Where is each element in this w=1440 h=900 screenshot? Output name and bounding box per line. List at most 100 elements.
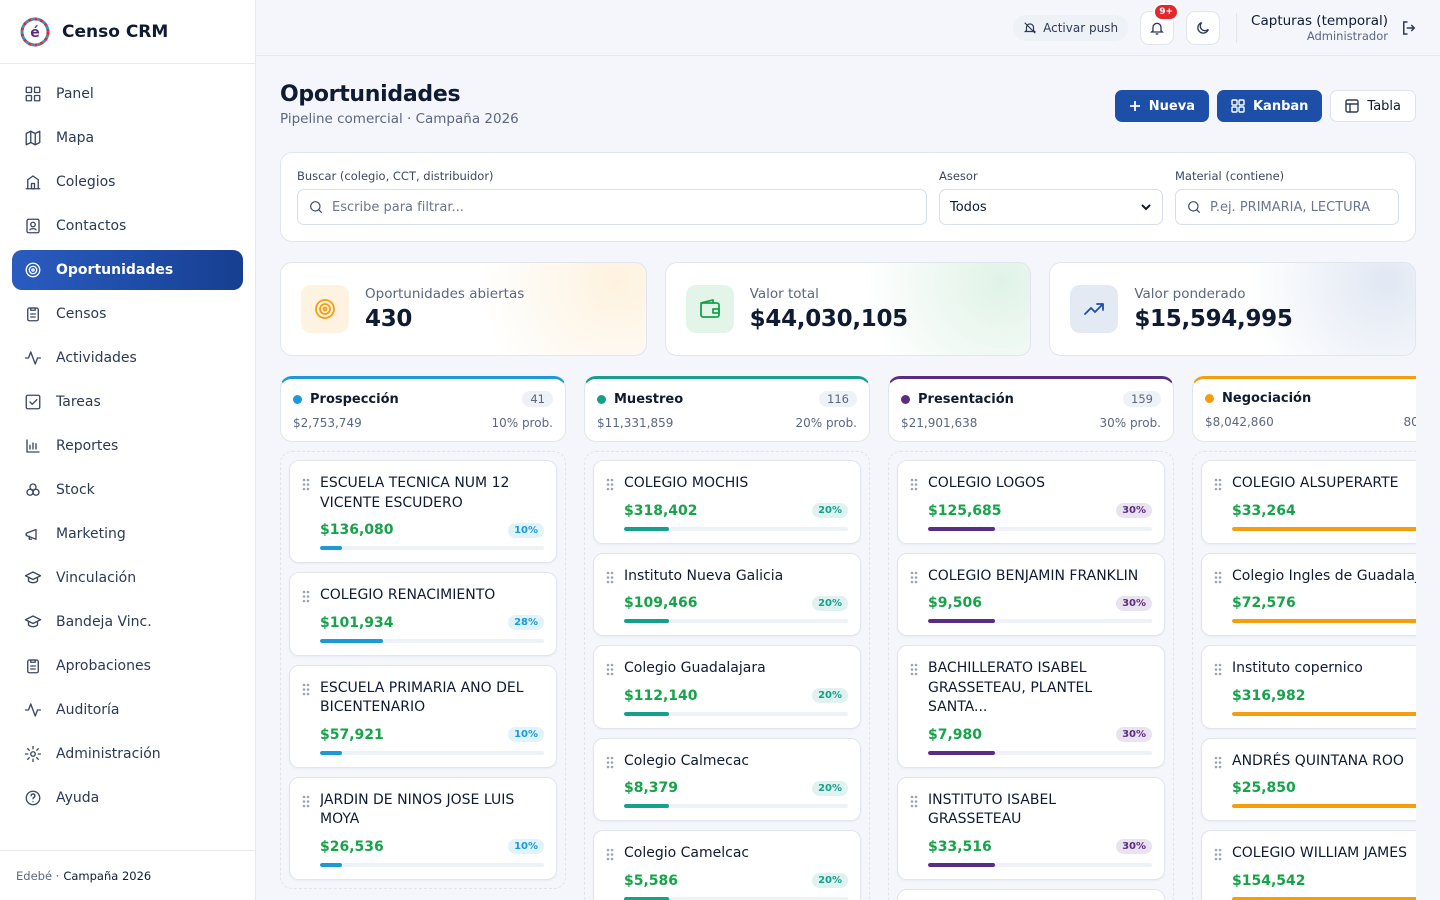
column-title: Prospección: [310, 391, 399, 407]
progress: [1232, 711, 1416, 716]
nav-label: Stock: [56, 482, 95, 498]
column-prob: 10% prob.: [491, 416, 553, 430]
logout[interactable]: [1400, 19, 1418, 37]
icon: [27, 307, 39, 322]
column-total: $2,753,749: [293, 416, 362, 430]
drag-handle[interactable]: [302, 590, 310, 603]
card-body: INSTITUTO ISABEL GRASSETEAU $33,516 30%: [928, 791, 1152, 867]
card-name: COLEGIO LOGOS: [928, 475, 1045, 491]
icon: [24, 571, 42, 584]
progress-fill: [320, 638, 383, 643]
card-prob: 10%: [508, 727, 544, 742]
drag-handle[interactable]: [910, 571, 918, 584]
drag-handle[interactable]: [606, 478, 614, 491]
icon: [26, 483, 40, 496]
nav-item[interactable]: Panel: [12, 74, 243, 114]
nav-item[interactable]: Marketing: [12, 514, 243, 554]
nav-item[interactable]: Contactos: [12, 206, 243, 246]
page-subtitle: Pipeline comercial · Campaña 2026: [280, 111, 519, 127]
card-name: COLEGIO ALSUPERARTE: [1232, 475, 1399, 491]
opportunity-card[interactable]: GAMA: [897, 888, 1165, 900]
drag-handle[interactable]: [606, 663, 614, 676]
drag-handle[interactable]: [1214, 756, 1222, 769]
opportunity-card[interactable]: ESCUELA PRIMARIA ANO DEL BICENTENARIO $57…: [289, 664, 557, 768]
opportunity-card[interactable]: ANDRÉS QUINTANA ROO $25,850: [1201, 737, 1416, 821]
opportunity-card[interactable]: COLEGIO LOGOS $125,685 30%: [897, 460, 1165, 544]
drag-handle[interactable]: [1214, 848, 1222, 861]
filter-input[interactable]: Escribe para filtrar...: [297, 189, 927, 225]
opportunity-card[interactable]: Colegio Ingles de Guadalajara $72,576: [1201, 552, 1416, 636]
stat-card: Oportunidades abiertas 430: [280, 262, 647, 356]
table-button[interactable]: Tabla: [1330, 90, 1416, 122]
card-row: $9,506 30%: [928, 595, 1152, 611]
nav-item[interactable]: Tareas: [12, 382, 243, 422]
opportunity-card[interactable]: Instituto copernico $316,982: [1201, 645, 1416, 729]
drag-handle[interactable]: [606, 756, 614, 769]
icon: [25, 394, 41, 410]
nav-item[interactable]: Censos: [12, 294, 243, 334]
opportunity-card[interactable]: INSTITUTO ISABEL GRASSETEAU $33,516 30%: [897, 776, 1165, 880]
card-body: BACHILLERATO ISABEL GRASSETEAU, PLANTEL …: [928, 659, 1152, 755]
progress-fill: [1232, 619, 1416, 623]
drag-handle[interactable]: [910, 478, 918, 491]
drag-handle[interactable]: [302, 683, 310, 696]
nav-item[interactable]: Reportes: [12, 426, 243, 466]
theme-toggle[interactable]: [1186, 10, 1221, 45]
filter-input[interactable]: P.ej. PRIMARIA, LECTURA: [1175, 189, 1399, 225]
opportunity-card[interactable]: COLEGIO BENJAMIN FRANKLIN $9,506 30%: [897, 552, 1165, 636]
opportunity-card[interactable]: JARDIN DE NINOS JOSE LUIS MOYA $26,536 10%: [289, 776, 557, 880]
nav-item[interactable]: Aprobaciones: [12, 646, 243, 686]
nav-item[interactable]: Vinculación: [12, 558, 243, 598]
progress-fill: [320, 750, 343, 755]
nav-item[interactable]: Actividades: [12, 338, 243, 378]
opportunity-card[interactable]: Instituto Nueva Galicia $109,466 20%: [593, 552, 861, 636]
drag-handle[interactable]: [302, 478, 310, 491]
nav-item[interactable]: Colegios: [12, 162, 243, 202]
column-title: Negociación: [1222, 391, 1312, 406]
drag-handle[interactable]: [1214, 663, 1222, 676]
filter-label: Asesor: [939, 169, 978, 183]
drag-handle[interactable]: [910, 663, 918, 676]
stats: Oportunidades abiertas 430 Valor total $44,…: [280, 262, 1417, 356]
nav-item[interactable]: Bandeja Vinc.: [12, 602, 243, 642]
filters: Buscar (colegio, CCT, distribuidor) Escri…: [280, 152, 1416, 242]
filter-input[interactable]: Todos: [939, 189, 1163, 225]
drag-handle[interactable]: [910, 795, 918, 808]
nav-label: Administración: [56, 746, 161, 762]
card-prob: 30%: [1116, 839, 1152, 854]
opportunity-card[interactable]: COLEGIO MOCHIS $318,402 20%: [593, 460, 861, 544]
opportunity-card[interactable]: Colegio Guadalajara $112,140 20%: [593, 645, 861, 729]
new-button[interactable]: Nueva: [1114, 90, 1209, 122]
nav-item[interactable]: Administración: [12, 734, 243, 774]
opportunity-card[interactable]: COLEGIO WILLIAM JAMES $154,542: [1201, 830, 1416, 900]
nav-item[interactable]: Stock: [12, 470, 243, 510]
drag-handle[interactable]: [606, 848, 614, 861]
nav-label: Marketing: [56, 526, 126, 542]
nav-item[interactable]: Mapa: [12, 118, 243, 158]
push-button[interactable]: Activar push: [1013, 14, 1129, 41]
progress-fill: [624, 526, 669, 531]
nav-item[interactable]: Oportunidades: [12, 250, 243, 290]
notifications[interactable]: 9+: [1140, 2, 1180, 45]
nav-item[interactable]: Ayuda: [12, 778, 243, 818]
card-list: COLEGIO ALSUPERARTE $33,264 Colegio Ingles…: [1192, 451, 1416, 900]
progress-fill: [928, 750, 996, 755]
drag-handle[interactable]: [302, 795, 310, 808]
progress-fill: [928, 862, 996, 867]
brand[interactable]: é Censo CRM: [0, 0, 255, 64]
opportunity-card[interactable]: BACHILLERATO ISABEL GRASSETEAU, PLANTEL …: [897, 645, 1165, 768]
drag-handle[interactable]: [606, 571, 614, 584]
stat-text: Oportunidades abiertas 430: [365, 286, 524, 332]
progress-fill: [928, 619, 996, 623]
kanban-button[interactable]: Kanban: [1216, 90, 1323, 122]
column-total: $11,331,859: [597, 416, 674, 430]
opportunity-card[interactable]: Colegio Calmecac $8,379 20%: [593, 737, 861, 821]
drag-handle[interactable]: [1214, 571, 1222, 584]
opportunity-card[interactable]: COLEGIO RENACIMIENTO $101,934 28%: [289, 572, 557, 656]
opportunity-card[interactable]: Colegio Camelcac $5,586 20%: [593, 830, 861, 900]
opportunity-card[interactable]: COLEGIO ALSUPERARTE $33,264: [1201, 460, 1416, 544]
nav-item[interactable]: Auditoría: [12, 690, 243, 730]
opportunity-card[interactable]: ESCUELA TECNICA NUM 12 VICENTE ESCUDERO $…: [289, 460, 557, 563]
drag-handle[interactable]: [1214, 478, 1222, 491]
card-body: Instituto copernico $316,982: [1232, 659, 1416, 716]
